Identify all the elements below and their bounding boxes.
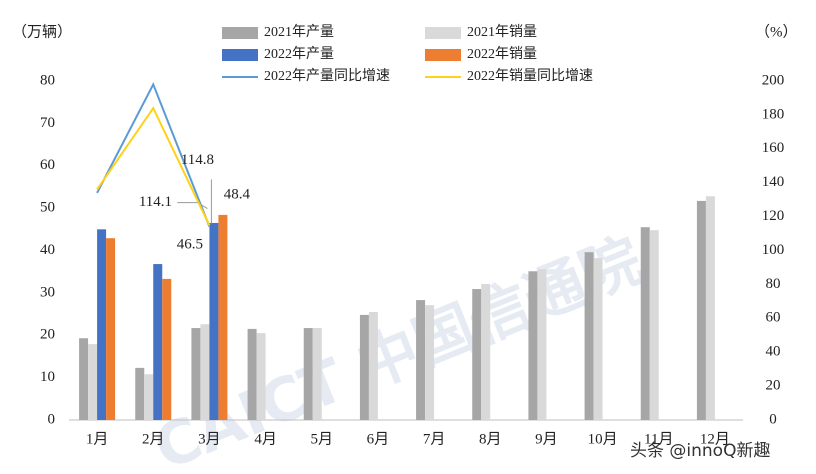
- y2-tick-label: 160: [762, 140, 785, 156]
- y2-tick-label: 120: [762, 208, 785, 224]
- x-tick-label: 6月: [367, 431, 390, 447]
- bar: [312, 328, 322, 420]
- y2-tick-label: 0: [769, 411, 777, 427]
- legend-label: 2021年产量: [264, 24, 334, 40]
- y-tick-label: 10: [40, 369, 55, 385]
- legend-label: 2021年销量: [467, 24, 537, 40]
- bar: [256, 333, 266, 420]
- bar: [144, 374, 154, 420]
- y-tick-label: 70: [40, 115, 55, 131]
- bar: [135, 367, 145, 420]
- data-label: 46.5: [177, 236, 203, 252]
- x-tick-label: 1月: [86, 431, 109, 447]
- x-tick-label: 9月: [535, 431, 558, 447]
- x-tick-label: 4月: [254, 431, 277, 447]
- y2-axis-label: （%）: [755, 23, 798, 40]
- x-tick-label: 5月: [310, 431, 333, 447]
- y-tick-label: 60: [40, 157, 55, 173]
- legend-swatch: [425, 49, 461, 61]
- legend-label: 2022年销量: [467, 46, 537, 62]
- bar: [425, 305, 435, 420]
- bar: [649, 230, 659, 420]
- x-tick-label: 2月: [142, 431, 165, 447]
- x-tick-label: 10月: [588, 431, 618, 447]
- legend-label: 2022年销量同比增速: [467, 68, 593, 84]
- bar: [481, 283, 491, 420]
- data-label: 114.8: [181, 152, 214, 168]
- y2-tick-label: 20: [766, 378, 781, 394]
- bar: [97, 229, 107, 420]
- legend-label: 2022年产量同比增速: [264, 68, 390, 84]
- x-tick-label: 3月: [198, 431, 221, 447]
- line: [96, 81, 211, 227]
- bar: [247, 328, 257, 420]
- bar: [191, 328, 201, 420]
- bar: [88, 344, 98, 420]
- y2-tick-label: 200: [762, 72, 785, 88]
- y2-tick-label: 40: [766, 344, 781, 360]
- bar: [200, 324, 210, 420]
- legend-swatch: [425, 27, 461, 39]
- legend-label: 2022年产量: [264, 46, 334, 62]
- bar: [218, 214, 228, 420]
- y2-tick-label: 100: [762, 242, 785, 258]
- y2-tick-label: 180: [762, 106, 785, 122]
- line: [96, 106, 211, 226]
- bar: [106, 238, 116, 420]
- bar: [640, 227, 650, 420]
- data-label: 114.1: [139, 194, 172, 210]
- bar: [162, 278, 172, 420]
- x-tick-label: 8月: [479, 431, 502, 447]
- legend-swatch: [222, 27, 258, 39]
- y-axis-label: （万辆）: [12, 23, 72, 40]
- bar: [472, 289, 482, 420]
- data-label: 48.4: [224, 186, 251, 202]
- y2-tick-label: 140: [762, 174, 785, 190]
- y2-tick-label: 60: [766, 310, 781, 326]
- y-tick-label: 50: [40, 200, 55, 216]
- bar: [528, 271, 538, 420]
- bar: [584, 252, 594, 420]
- legend-swatch: [222, 49, 258, 61]
- x-tick-label: 11月: [644, 431, 673, 447]
- x-tick-label: 12月: [700, 431, 730, 447]
- bar: [416, 300, 426, 420]
- bar: [705, 196, 715, 420]
- bar: [209, 222, 219, 420]
- bar: [79, 338, 89, 420]
- y-tick-label: 20: [40, 327, 55, 343]
- y-tick-label: 30: [40, 284, 55, 300]
- bar: [537, 269, 547, 420]
- y-tick-label: 0: [48, 411, 56, 427]
- bar: [593, 258, 603, 420]
- x-tick-label: 7月: [423, 431, 446, 447]
- bar: [368, 311, 378, 420]
- bar: [153, 264, 163, 420]
- bar: [696, 200, 706, 420]
- source-watermark: 头条 @innoQ新趣: [630, 441, 770, 461]
- y-tick-label: 80: [40, 72, 55, 88]
- bar: [359, 314, 369, 420]
- y-tick-label: 40: [40, 242, 55, 258]
- bar: [303, 328, 313, 420]
- y2-tick-label: 80: [766, 276, 781, 292]
